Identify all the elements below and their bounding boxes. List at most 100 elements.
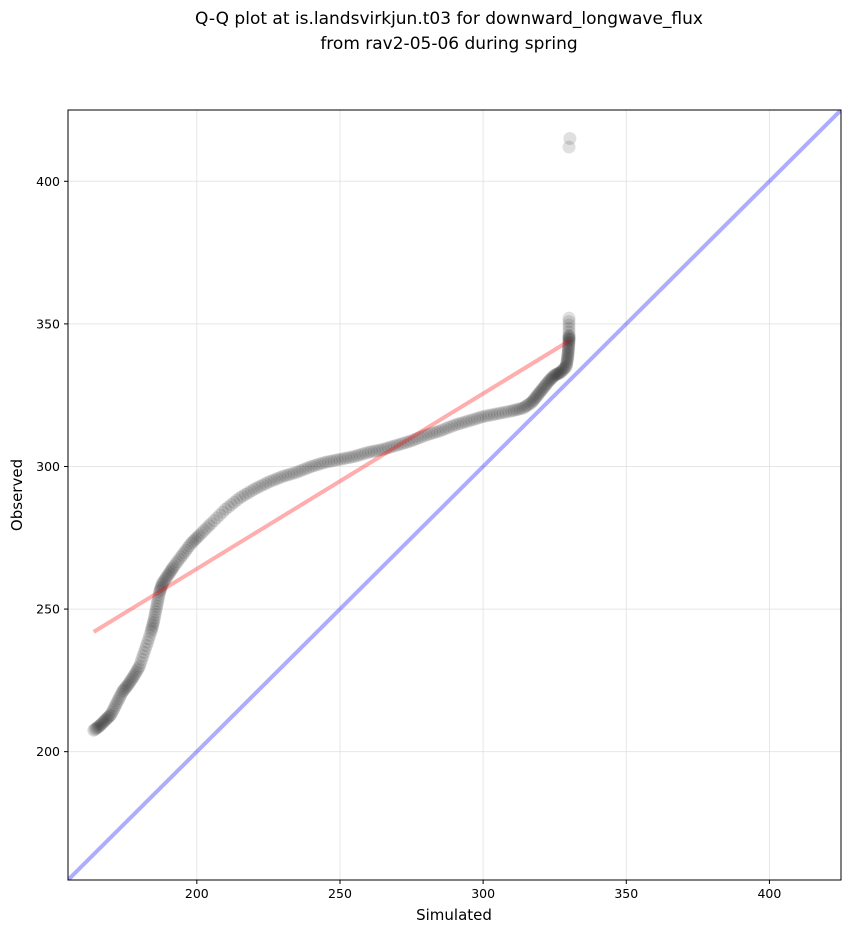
quantile-point (534, 384, 548, 398)
quantile-point (322, 455, 336, 469)
quantile-point (114, 687, 128, 701)
quantile-point (118, 682, 132, 696)
y-tick-label: 300 (36, 459, 60, 474)
quantile-point (287, 466, 301, 480)
quantile-point (151, 591, 165, 605)
quantile-point (560, 355, 574, 369)
quantile-point (191, 530, 205, 544)
quantile-point (159, 571, 173, 585)
quantile-point (138, 642, 152, 656)
quantile-point (97, 714, 111, 728)
quantile-point (152, 588, 166, 602)
quantile-point (236, 489, 250, 503)
quantile-point (130, 663, 144, 677)
quantile-point (470, 411, 484, 425)
quantile-point (259, 477, 273, 491)
quantile-point (253, 479, 267, 493)
quantile-point (393, 437, 407, 451)
quantile-point (110, 696, 124, 710)
quantile-point (523, 396, 537, 410)
quantile-point (373, 443, 387, 457)
quantile-point (376, 442, 390, 456)
quantile-point (402, 435, 416, 449)
title-line-2: from rav2-05-06 during spring (320, 34, 577, 54)
quantile-point (279, 469, 293, 483)
quantile-point (87, 723, 101, 737)
quantile-point (141, 635, 155, 649)
quantile-point (482, 408, 496, 422)
x-tick-label: 200 (185, 886, 209, 901)
quantile-point (514, 402, 528, 416)
quantile-point (561, 343, 575, 357)
quantile-point (547, 369, 561, 383)
quantile-point (256, 478, 270, 492)
quantile-point (149, 602, 163, 616)
quantile-point (456, 416, 470, 430)
quantile-point (527, 392, 541, 406)
quantile-point (216, 505, 230, 519)
title-line-1: Q-Q plot at is.landsvirkjun.t03 for down… (195, 9, 703, 29)
quantile-point (105, 705, 119, 719)
quantile-point (158, 573, 172, 587)
quantile-point (247, 482, 261, 496)
quantile-point (102, 710, 116, 724)
quantile-point (545, 371, 559, 385)
grid-lines (68, 110, 841, 880)
identity-line (68, 110, 841, 880)
quantile-point (502, 404, 516, 418)
quantile-point (347, 450, 361, 463)
quantile-point (161, 568, 175, 582)
quantile-point (154, 580, 168, 594)
quantile-point (356, 447, 370, 461)
quantile-point (210, 511, 224, 525)
quantile-point (465, 413, 479, 427)
quantile-point (399, 436, 413, 450)
quantile-point (293, 464, 307, 478)
quantile-point (390, 438, 404, 452)
quantile-point (221, 500, 235, 514)
quantile-point (98, 713, 112, 727)
quantile-point (147, 613, 161, 627)
quantile-point (379, 442, 393, 456)
quantile-point (405, 434, 419, 448)
quantile-point (485, 408, 499, 422)
quantile-point (344, 450, 358, 464)
quantile-point (536, 381, 550, 395)
quantile-point (147, 611, 161, 625)
quantile-point (184, 536, 198, 550)
quantile-point (558, 361, 572, 375)
axes-frame (67, 109, 842, 881)
quantile-point (106, 703, 120, 717)
quantile-point (188, 533, 202, 547)
quantile-point (550, 367, 564, 381)
quantile-point (176, 548, 190, 562)
quantile-point (267, 473, 281, 487)
x-axis-label: Simulated (416, 906, 492, 924)
quantile-point (109, 698, 123, 712)
quantile-point (189, 531, 203, 545)
x-tick-label: 300 (471, 886, 495, 901)
quantile-point (488, 407, 502, 421)
quantile-point (561, 351, 575, 365)
quantile-point (350, 449, 364, 463)
quantile-point (562, 331, 576, 345)
quantile-point (445, 419, 459, 433)
quantile-point (115, 685, 129, 699)
quantile-point (370, 444, 384, 458)
quantile-point (367, 444, 381, 458)
quantile-point (562, 328, 576, 342)
quantile-point (148, 608, 162, 622)
quantile-point (342, 451, 356, 465)
quantile-point (521, 398, 535, 412)
quantile-point (101, 711, 115, 725)
quantile-point (126, 671, 140, 685)
quantile-point (353, 448, 367, 462)
quantile-point (528, 391, 542, 405)
quantile-point (218, 502, 232, 516)
quantile-point (200, 521, 214, 535)
quantile-point (385, 440, 399, 454)
quantile-point (128, 667, 142, 681)
quantile-point (299, 462, 313, 476)
x-tick-label: 250 (328, 886, 352, 901)
